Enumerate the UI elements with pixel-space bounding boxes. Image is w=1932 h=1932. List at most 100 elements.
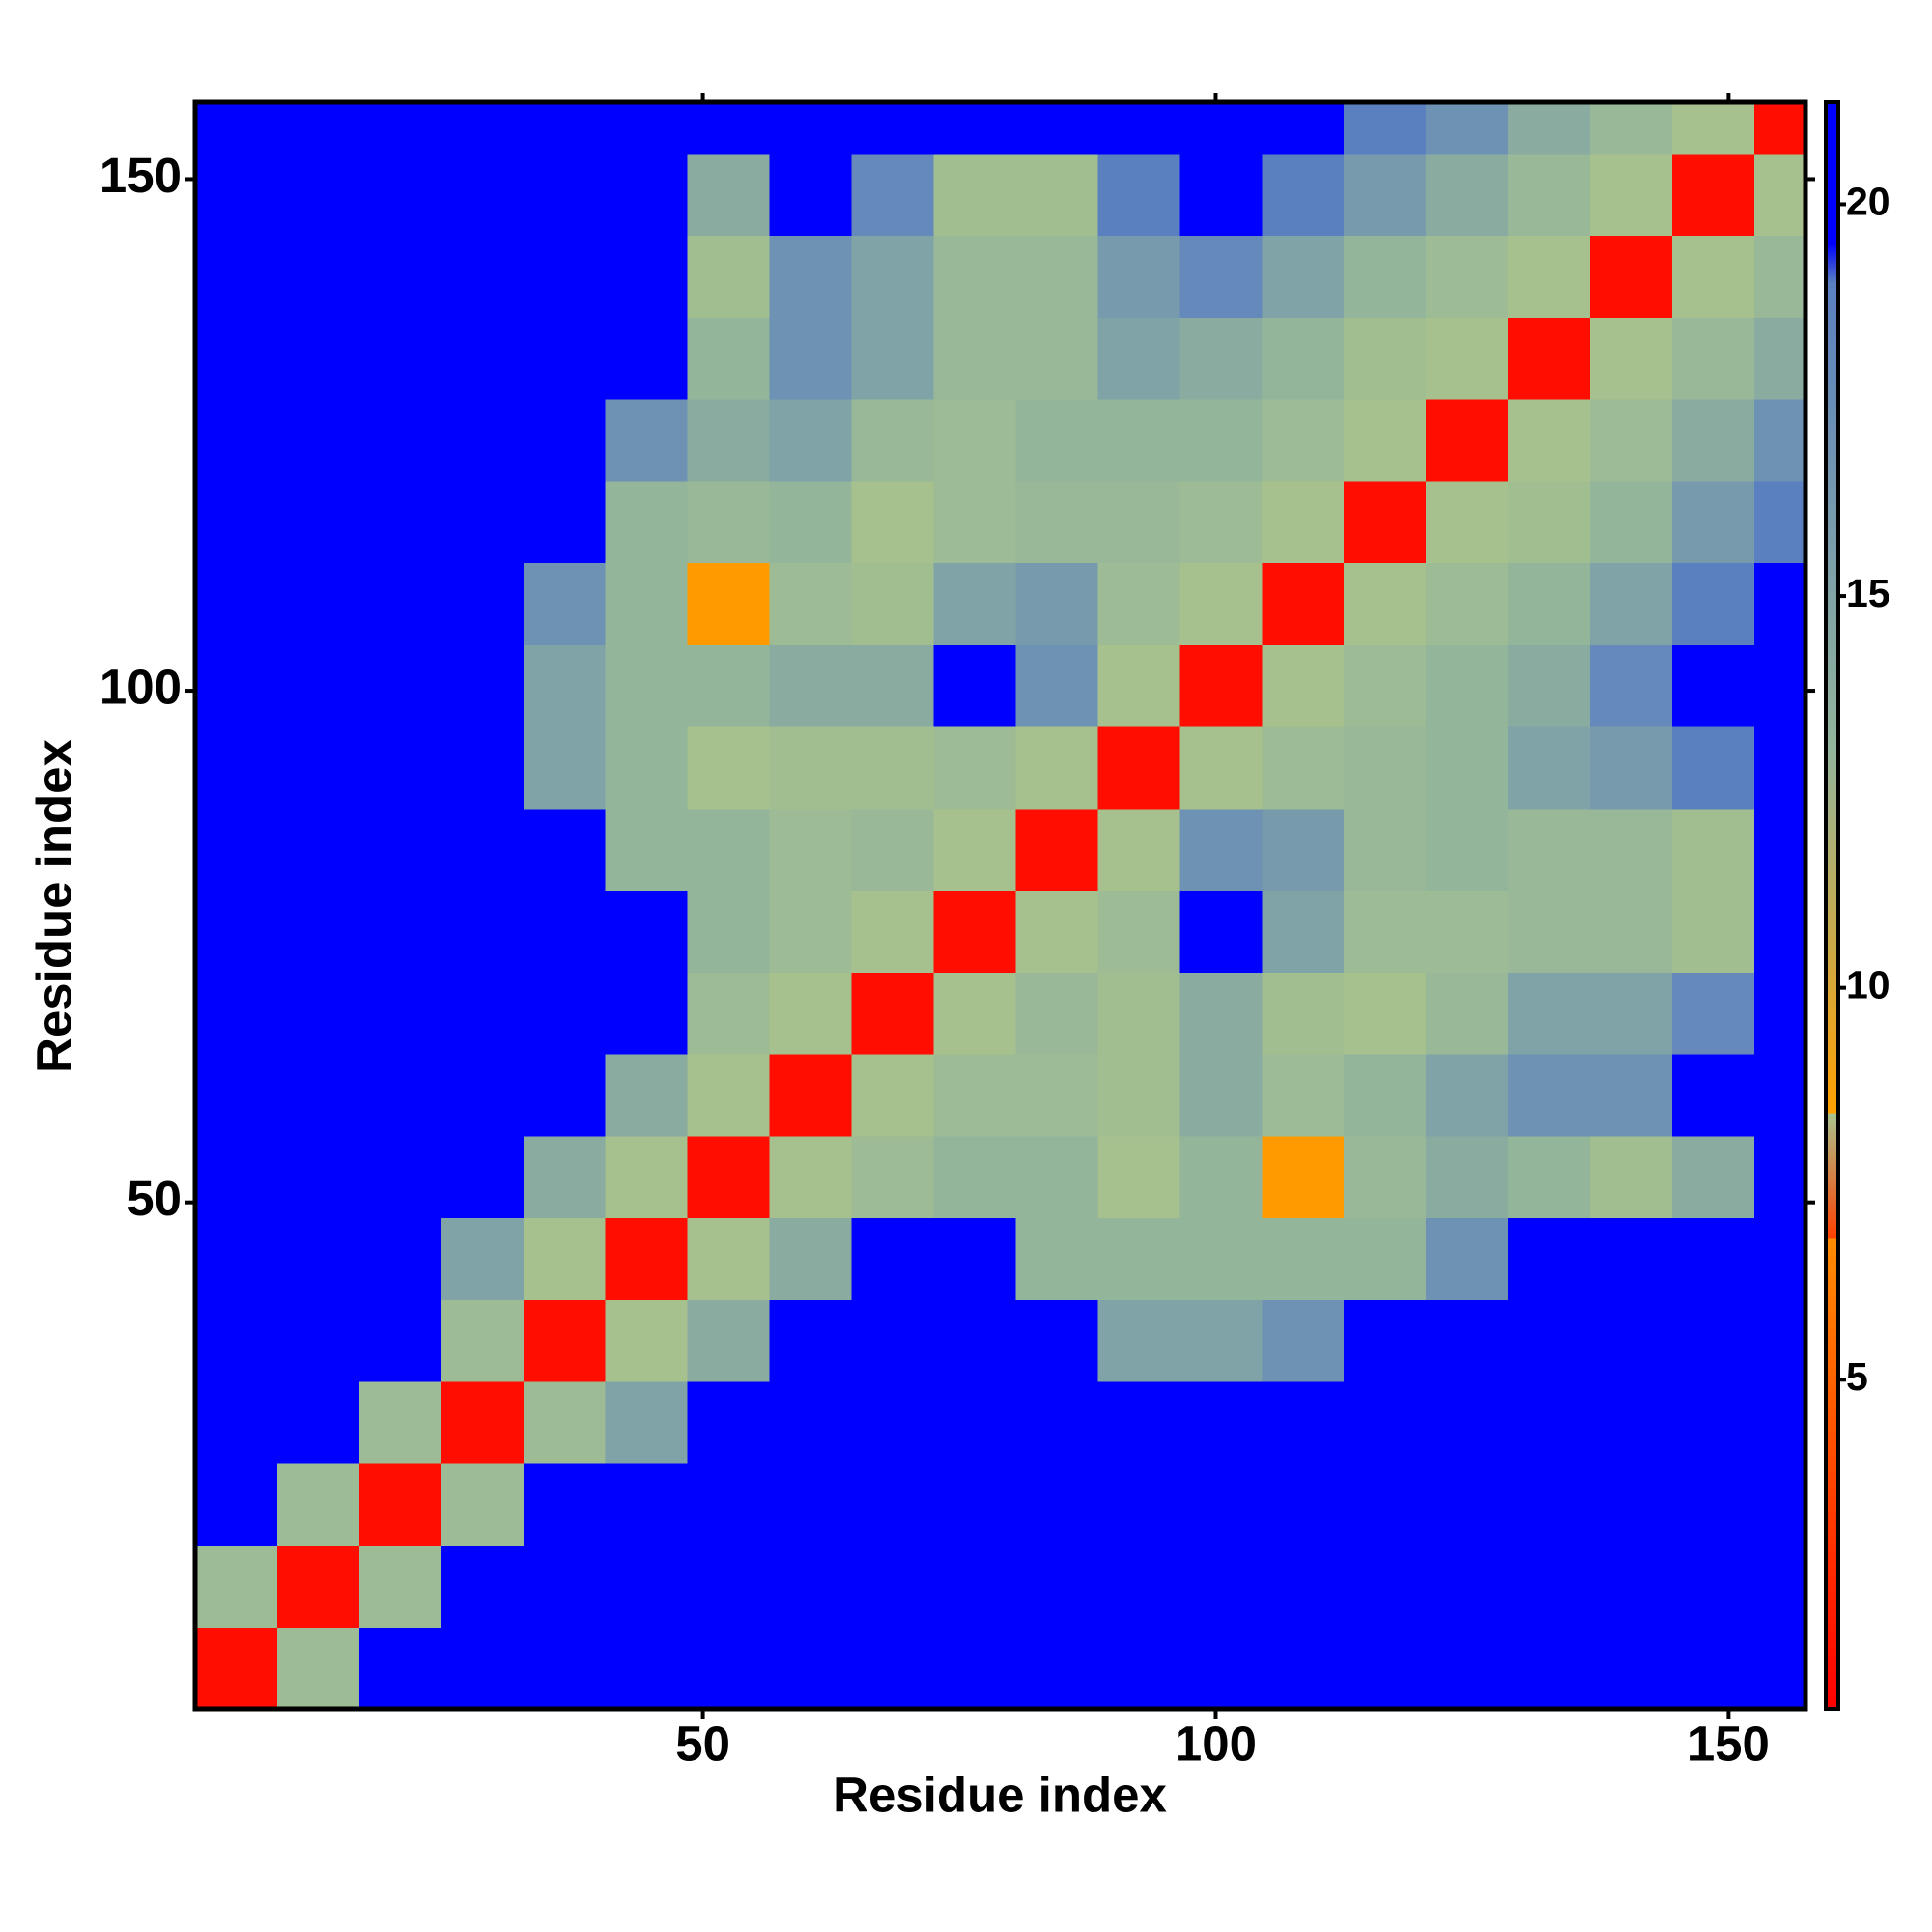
cell: [1262, 1217, 1345, 1300]
plot-frame: [192, 99, 1808, 1712]
cell: [195, 1463, 278, 1547]
cell: [1671, 1545, 1755, 1628]
cell: [769, 399, 853, 482]
cell: [687, 317, 771, 400]
cell: [851, 1545, 934, 1628]
cell: [1262, 972, 1345, 1055]
cell: [195, 317, 278, 400]
cell: [1097, 726, 1180, 810]
cell: [1426, 644, 1509, 727]
cell: [1753, 972, 1806, 1055]
cell: [851, 1463, 934, 1547]
cell: [1590, 562, 1673, 645]
cell: [1508, 102, 1591, 155]
cell: [933, 480, 1016, 564]
cell: [1426, 1054, 1509, 1137]
cell: [1671, 1381, 1755, 1464]
cell: [1097, 1627, 1180, 1710]
cell: [276, 808, 360, 892]
cell: [933, 153, 1016, 237]
cell: [523, 890, 607, 973]
cell: [605, 317, 689, 400]
cell: [1097, 1135, 1180, 1219]
cell: [1671, 399, 1755, 482]
cell: [687, 1463, 771, 1547]
cell: [1671, 1135, 1755, 1219]
cell: [933, 1627, 1016, 1710]
cell: [1508, 153, 1591, 237]
cell: [933, 1135, 1016, 1219]
cell: [1508, 317, 1591, 400]
cell: [276, 235, 360, 318]
cell: [1179, 1135, 1263, 1219]
cell: [523, 1545, 607, 1628]
cell: [1179, 1217, 1263, 1300]
cell: [1508, 890, 1591, 973]
cell: [1753, 1054, 1806, 1137]
cell: [687, 644, 771, 727]
cell: [933, 1381, 1016, 1464]
cell: [358, 808, 442, 892]
cell: [358, 153, 442, 237]
cell: [1753, 153, 1806, 237]
cell: [276, 890, 360, 973]
cell: [1753, 808, 1806, 892]
cell: [1671, 1054, 1755, 1137]
cell: [440, 1217, 525, 1300]
cell: [523, 102, 607, 155]
cell: [358, 102, 442, 155]
cell: [440, 153, 525, 237]
cell: [1262, 1381, 1345, 1464]
cell: [1671, 153, 1755, 237]
cell: [1590, 153, 1673, 237]
cell: [1015, 1299, 1098, 1382]
cell: [1097, 480, 1180, 564]
cell: [605, 726, 689, 810]
cell: [605, 153, 689, 237]
cell: [1753, 562, 1806, 645]
cell: [1015, 317, 1098, 400]
cell: [933, 399, 1016, 482]
cell: [1426, 1463, 1509, 1547]
cell: [1015, 1545, 1098, 1628]
cell: [1179, 644, 1263, 727]
cell: [605, 480, 689, 564]
cell: [1590, 644, 1673, 727]
cell: [687, 480, 771, 564]
cell: [1426, 726, 1509, 810]
cell: [1590, 1381, 1673, 1464]
cell: [1671, 890, 1755, 973]
cell: [605, 1627, 689, 1710]
cell: [851, 317, 934, 400]
cell: [605, 102, 689, 155]
cell: [1590, 1627, 1673, 1710]
cell: [1508, 1627, 1591, 1710]
cell: [1179, 562, 1263, 645]
cell: [1344, 235, 1427, 318]
cell: [1344, 972, 1427, 1055]
cell: [440, 644, 525, 727]
cell: [851, 235, 934, 318]
cell: [1262, 1627, 1345, 1710]
cell: [1753, 1545, 1806, 1628]
cell: [276, 317, 360, 400]
cell: [1262, 1299, 1345, 1382]
cell: [276, 1299, 360, 1382]
cell: [1179, 480, 1263, 564]
cell: [1097, 562, 1180, 645]
cell: [605, 890, 689, 973]
cell: [851, 726, 934, 810]
cell: [1179, 1381, 1263, 1464]
cell: [440, 1381, 525, 1464]
cell: [523, 808, 607, 892]
cell: [440, 1299, 525, 1382]
cell: [851, 1135, 934, 1219]
cell: [195, 726, 278, 810]
cell: [1753, 1217, 1806, 1300]
cell: [195, 808, 278, 892]
cell: [1179, 399, 1263, 482]
y-axis-title: Residue index: [26, 739, 81, 1073]
cell: [1753, 1135, 1806, 1219]
cell: [440, 1463, 525, 1547]
